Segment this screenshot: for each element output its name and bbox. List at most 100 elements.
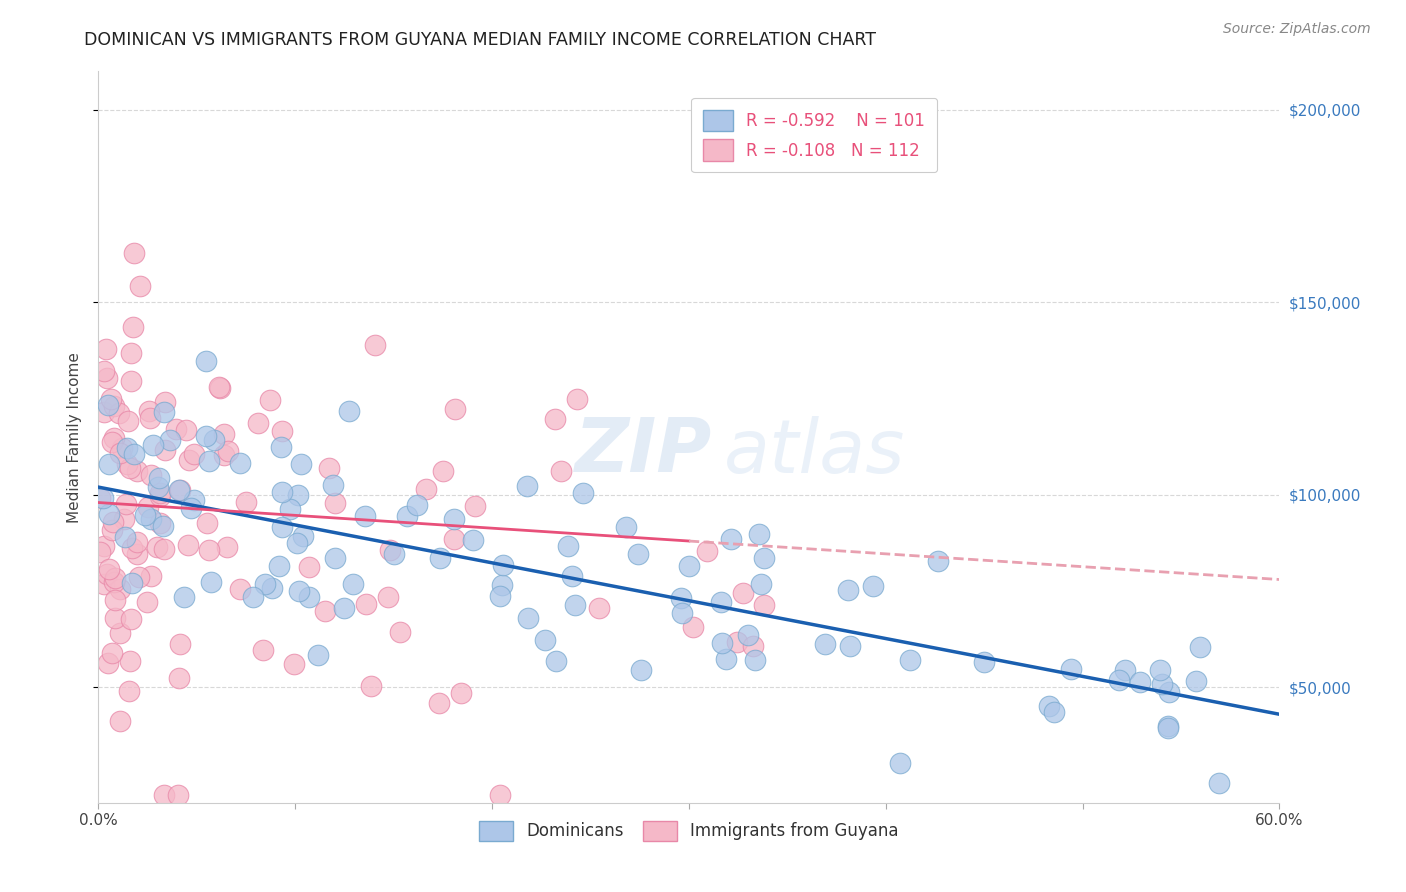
Point [630,663,652,677]
Point [169,483,191,497]
Point [406,498,429,512]
Point [121,541,143,555]
Point [212,448,235,462]
Point [235,494,257,508]
Point [443,512,465,526]
Point [396,509,419,524]
Point [561,569,583,583]
Text: DOMINICAN VS IMMIGRANTS FROM GUYANA MEDIAN FAMILY INCOME CORRELATION CHART: DOMINICAN VS IMMIGRANTS FROM GUYANA MEDI… [84,31,876,49]
Point [96,342,118,356]
Point [208,380,231,394]
Point [627,547,650,561]
Point [377,590,399,604]
Point [167,788,190,802]
Point [200,574,222,589]
Point [169,637,191,651]
Point [195,429,218,443]
Point [169,483,191,498]
Point [93,540,115,554]
Point [314,604,336,618]
Point [104,571,127,585]
Point [572,486,595,500]
Point [146,541,169,555]
Point [749,577,772,591]
Point [716,651,738,665]
Point [149,489,172,503]
Point [588,600,610,615]
Point [720,532,742,546]
Point [183,447,205,461]
Point [128,570,150,584]
Point [307,648,329,663]
Point [323,550,346,565]
Point [378,543,401,558]
Point [142,438,165,452]
Point [271,520,294,534]
Point [153,394,176,409]
Point [183,493,205,508]
Point [678,558,700,573]
Point [709,595,731,609]
Point [198,543,221,558]
Y-axis label: Median Family Income: Median Family Income [67,351,83,523]
Point [180,501,202,516]
Point [177,538,200,552]
Point [100,523,122,537]
Point [557,539,579,553]
Point [118,461,141,475]
Point [108,625,131,640]
Point [285,535,308,549]
Point [544,654,567,668]
Point [108,406,131,420]
Point [669,591,692,605]
Point [360,679,382,693]
Point [544,412,567,426]
Point [682,620,704,634]
Point [389,625,412,640]
Point [91,491,114,505]
Point [898,653,921,667]
Point [339,403,361,417]
Point [492,558,515,573]
Point [112,512,135,526]
Point [114,530,136,544]
Point [96,566,118,581]
Point [270,425,292,439]
Point [152,542,174,557]
Point [354,508,377,523]
Point [246,416,269,430]
Point [614,520,637,534]
Text: atlas: atlas [724,416,905,488]
Point [121,319,143,334]
Point [93,364,115,378]
Point [290,457,312,471]
Text: Source: ZipAtlas.com: Source: ZipAtlas.com [1223,22,1371,37]
Point [202,433,225,447]
Point [259,392,281,407]
Point [127,547,149,561]
Point [117,414,139,428]
Point [450,686,472,700]
Point [292,529,315,543]
Point [125,535,148,549]
Point [122,246,145,260]
Point [103,575,125,590]
Point [101,516,124,530]
Point [427,696,450,710]
Point [1189,640,1212,654]
Point [97,457,120,471]
Point [138,404,160,418]
Point [89,491,111,506]
Point [432,464,454,478]
Point [169,671,191,685]
Point [139,568,162,582]
Point [159,433,181,447]
Point [177,453,200,467]
Point [1129,675,1152,690]
Point [550,464,572,478]
Point [153,405,176,419]
Point [464,500,486,514]
Point [837,582,859,597]
Point [1114,663,1136,677]
Point [1150,676,1173,690]
